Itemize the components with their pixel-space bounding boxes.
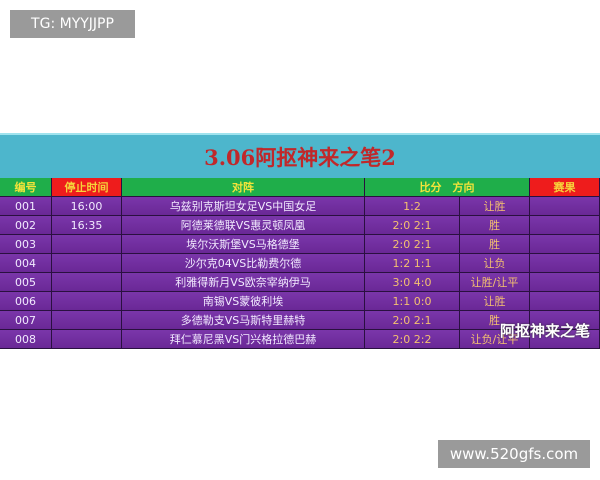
header-score-direction: 比分 方向 xyxy=(365,178,530,197)
cell-score: 1:2 xyxy=(365,197,460,216)
cell-id: 007 xyxy=(0,311,52,330)
header-row: 编号 停止时间 对阵 比分 方向 赛果 xyxy=(0,178,600,197)
table-row: 004 沙尔克04VS比勒费尔德 1:2 1:1 让负 xyxy=(0,254,600,273)
cell-score: 2:0 2:1 xyxy=(365,311,460,330)
cell-id: 005 xyxy=(0,273,52,292)
cell-result xyxy=(530,292,600,311)
cell-match: 埃尔沃斯堡VS马格德堡 xyxy=(122,235,365,254)
cell-result xyxy=(530,216,600,235)
cell-direction: 让负/让平 xyxy=(460,330,530,349)
site-label: www.520gfs.com xyxy=(438,440,590,468)
table-row: 001 16:00 乌兹别克斯坦女足VS中国女足 1:2 让胜 xyxy=(0,197,600,216)
cell-time xyxy=(52,254,122,273)
cell-score: 2:0 2:1 xyxy=(365,235,460,254)
cell-direction: 让胜 xyxy=(460,292,530,311)
cell-match: 拜仁慕尼黑VS门兴格拉德巴赫 xyxy=(122,330,365,349)
cell-match: 阿德莱德联VS惠灵顿凤凰 xyxy=(122,216,365,235)
cell-result xyxy=(530,197,600,216)
table-row: 008 拜仁慕尼黑VS门兴格拉德巴赫 2:0 2:2 让负/让平 xyxy=(0,330,600,349)
cell-match: 南锡VS蒙彼利埃 xyxy=(122,292,365,311)
cell-direction: 胜 xyxy=(460,216,530,235)
cell-match: 利雅得新月VS欧奈宰纳伊马 xyxy=(122,273,365,292)
header-result: 赛果 xyxy=(530,178,600,197)
table-row: 005 利雅得新月VS欧奈宰纳伊马 3:0 4:0 让胜/让平 xyxy=(0,273,600,292)
cell-direction: 让负 xyxy=(460,254,530,273)
cell-time xyxy=(52,330,122,349)
cell-id: 002 xyxy=(0,216,52,235)
cell-id: 004 xyxy=(0,254,52,273)
cell-score: 2:0 2:2 xyxy=(365,330,460,349)
table-row: 003 埃尔沃斯堡VS马格德堡 2:0 2:1 胜 xyxy=(0,235,600,254)
cell-time xyxy=(52,235,122,254)
cell-score: 2:0 2:1 xyxy=(365,216,460,235)
cell-result xyxy=(530,273,600,292)
cell-time: 16:35 xyxy=(52,216,122,235)
cell-direction: 胜 xyxy=(460,311,530,330)
cell-direction: 让胜/让平 xyxy=(460,273,530,292)
header-id: 编号 xyxy=(0,178,52,197)
cell-match: 乌兹别克斯坦女足VS中国女足 xyxy=(122,197,365,216)
cell-time xyxy=(52,273,122,292)
cell-id: 001 xyxy=(0,197,52,216)
table-row: 006 南锡VS蒙彼利埃 1:1 0:0 让胜 xyxy=(0,292,600,311)
cell-match: 多德勒支VS马斯特里赫特 xyxy=(122,311,365,330)
cell-id: 006 xyxy=(0,292,52,311)
cell-result xyxy=(530,254,600,273)
tg-label: TG: MYYJJPP xyxy=(10,10,135,38)
cell-match: 沙尔克04VS比勒费尔德 xyxy=(122,254,365,273)
cell-id: 003 xyxy=(0,235,52,254)
cell-score: 1:1 0:0 xyxy=(365,292,460,311)
cell-score: 1:2 1:1 xyxy=(365,254,460,273)
table-row: 002 16:35 阿德莱德联VS惠灵顿凤凰 2:0 2:1 胜 xyxy=(0,216,600,235)
table-row: 007 多德勒支VS马斯特里赫特 2:0 2:1 胜 xyxy=(0,311,600,330)
cell-time: 16:00 xyxy=(52,197,122,216)
cell-direction: 胜 xyxy=(460,235,530,254)
board-title: 3.06阿抠神来之笔2 xyxy=(0,133,600,178)
cell-direction: 让胜 xyxy=(460,197,530,216)
match-board: 3.06阿抠神来之笔2 编号 停止时间 对阵 比分 方向 赛果 001 16:00… xyxy=(0,133,600,349)
cell-id: 008 xyxy=(0,330,52,349)
header-stop-time: 停止时间 xyxy=(52,178,122,197)
cell-time xyxy=(52,292,122,311)
cell-score: 3:0 4:0 xyxy=(365,273,460,292)
watermark: 阿抠神来之笔 xyxy=(500,322,591,340)
header-match: 对阵 xyxy=(122,178,365,197)
cell-time xyxy=(52,311,122,330)
cell-result xyxy=(530,235,600,254)
